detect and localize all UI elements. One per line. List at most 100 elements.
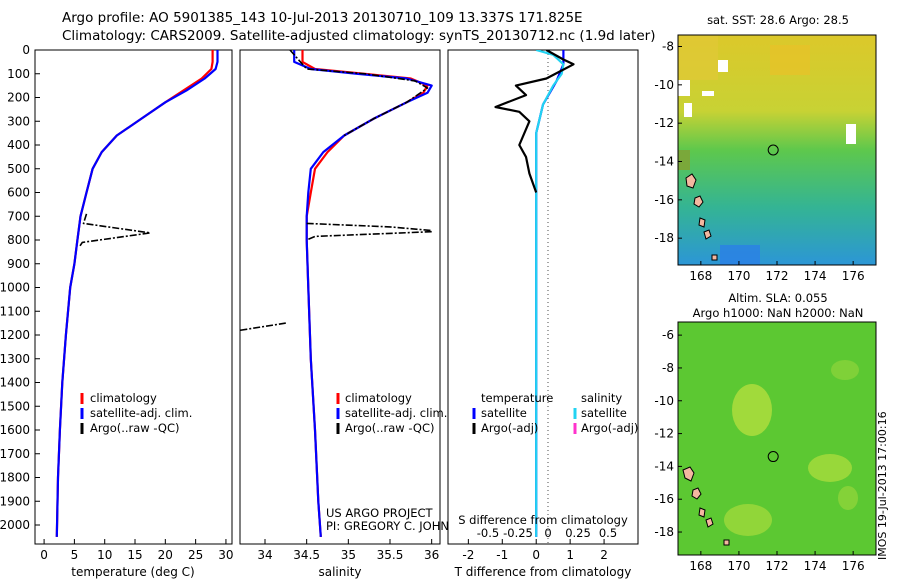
x-tick-label: 20 [158,548,173,562]
y-tick-label: 700 [7,209,30,223]
y-tick-label: 1500 [0,399,30,413]
y-tick-label: 0 [22,43,30,57]
difference-axis-ticks: -2 -1 0 1 2 -0.5 -0.25 0 0.25 0.5 [462,526,617,562]
salinity-xlabel: salinity [318,565,361,579]
sst-cool-patch [720,245,760,265]
x-tick-label: 34 [257,548,272,562]
y-tick-label: 400 [7,138,30,152]
figure-title-line1: Argo profile: AO 5901385_143 10-Jul-2013… [62,10,583,26]
y-tick-label: 100 [7,67,30,81]
legend-temperature-title: temperature [481,391,553,405]
t-difference-label: T difference from climatology [454,565,632,579]
y-tick-label: 1100 [0,304,30,318]
x-tick-label: 2 [600,548,608,562]
lon-tick-label: 176 [842,269,865,283]
y-tick-label: 500 [7,162,30,176]
island-land [678,150,690,170]
sst-map [677,34,877,266]
diff-legend-tsat: satellite [481,406,527,420]
temperature-lines [55,50,219,537]
legend-salinity-title: salinity [581,391,622,405]
vanuatu-islands [682,466,730,546]
lat-tick-label: -14 [654,459,674,473]
lon-tick-label: 174 [804,559,827,573]
x-tick-label: 34.5 [293,548,320,562]
figure-title-line2: Climatology: CARS2009. Satellite-adjuste… [62,28,656,44]
x-tick-label: 5 [71,548,79,562]
sst-lon-ticks: 168 170 172 174 176 [689,261,865,283]
temp-legend-clim: climatology [90,391,157,405]
credit-line2: PI: GREGORY C. JOHNSON [326,519,474,533]
sla-map-subtitle: Argo h1000: NaN h2000: NaN [693,306,864,320]
x-top-tick-label: 0 [544,526,551,540]
sst-map-title: sat. SST: 28.6 Argo: 28.5 [707,13,849,27]
lat-tick-label: -12 [654,427,674,441]
x-tick-label: 30 [218,548,233,562]
vanuatu-islands [685,173,718,261]
sal-legend-clim: climatology [345,391,412,405]
x-tick-label: 0 [532,548,540,562]
lon-tick-label: 168 [689,559,712,573]
sst-missing-data [846,124,856,144]
lon-tick-label: 176 [842,559,865,573]
argo-location-marker [767,451,779,463]
lon-tick-label: 172 [766,559,789,573]
x-tick-label: 35.5 [377,548,404,562]
x-top-tick-label: -0.25 [503,526,533,540]
temp-legend-argo: Argo(..raw -QC) [90,421,180,435]
sla-anomaly [808,454,852,482]
temperature-axis-ticks: 0 5 10 15 20 25 30 [40,539,234,562]
lat-tick-label: -16 [654,492,674,506]
x-tick-label: 35 [341,548,356,562]
series-line [306,230,432,241]
imos-timestamp: IMOS 19-Jul-2013 17:00:16 [876,411,889,560]
x-tick-label: -2 [462,548,474,562]
sst-missing-data [718,60,728,72]
lat-tick-label: -18 [654,231,674,245]
x-top-tick-label: 0.5 [599,526,617,540]
x-tick-label: -1 [496,548,508,562]
y-tick-label: 200 [7,91,30,105]
lat-tick-label: -8 [662,361,674,375]
lat-tick-label: -16 [654,193,674,207]
series-line [535,50,565,537]
series-line [494,50,575,193]
sla-map [677,321,877,556]
y-tick-label: 1200 [0,328,30,342]
lon-tick-label: 170 [727,559,750,573]
y-tick-label: 800 [7,233,30,247]
temperature-legend: climatology satellite-adj. clim. Argo(..… [80,391,192,435]
lat-tick-label: -12 [654,116,674,130]
y-tick-label: 300 [7,114,30,128]
sst-missing-data [678,80,690,96]
y-tick-label: 600 [7,186,30,200]
sla-lat-ticks: -6 -8 -10 -12 -14 -16 -18 [654,328,682,539]
diff-legend-sargo: Argo(-adj) [581,421,638,435]
diff-legend-targo: Argo(-adj) [481,421,538,435]
temperature-panel-frame [34,49,233,545]
sst-warm-patch [770,45,810,75]
y-tick-label: 1300 [0,352,30,366]
lat-tick-label: -6 [662,328,674,342]
y-tick-label: 2000 [0,518,30,532]
salinity-lines [240,50,433,537]
salinity-panel-frame [239,49,441,545]
x-top-tick-label: 0.25 [565,526,591,540]
sla-map-title: Altim. SLA: 0.055 [728,291,827,305]
lat-tick-label: -10 [654,78,674,92]
y-tick-label: 1000 [0,281,30,295]
x-tick-label: 0 [40,548,48,562]
y-tick-label: 1400 [0,376,30,390]
sst-warm-patch [678,35,718,80]
lat-tick-label: -10 [654,394,674,408]
sla-anomaly [724,504,772,536]
s-difference-label: S difference from climatology [458,513,628,527]
lon-tick-label: 168 [689,269,712,283]
lon-tick-label: 172 [766,269,789,283]
series-line [306,222,432,232]
sla-anomaly [831,360,859,380]
temperature-xlabel: temperature (deg C) [71,565,194,579]
series-line [240,322,286,332]
lon-tick-label: 170 [727,269,750,283]
